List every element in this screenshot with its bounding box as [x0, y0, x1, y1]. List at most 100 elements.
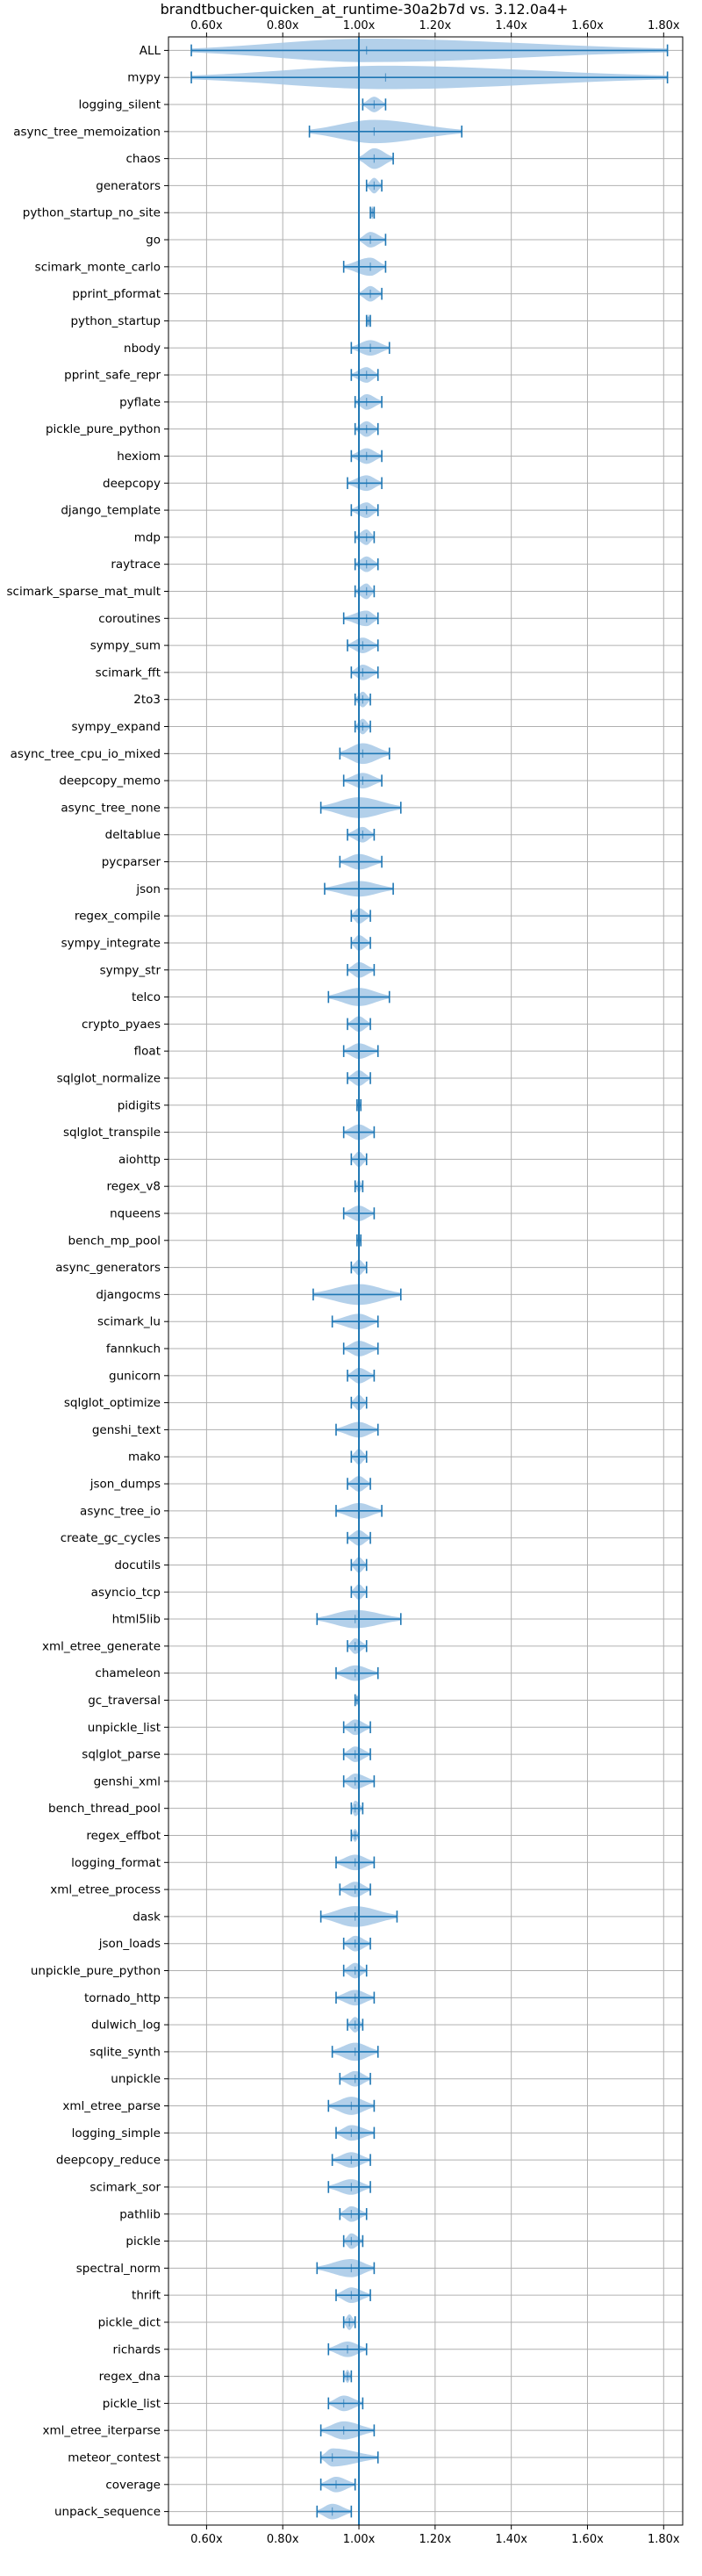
- category-label: chaos: [125, 152, 161, 166]
- category-label: sqlglot_transpile: [63, 1126, 161, 1140]
- category-label: sqlglot_optimize: [64, 1396, 161, 1410]
- category-label: json_dumps: [90, 1478, 161, 1492]
- category-label: dulwich_log: [91, 2018, 161, 2033]
- category-label: crypto_pyaes: [82, 1018, 161, 1032]
- category-label: regex_effbot: [86, 1829, 161, 1843]
- axis-layer: 0.60x 0.60x 0.80x 0.80x 1.00x 1.00x 1.20x 1.20x…: [7, 19, 684, 2546]
- x-tick-label-top: 1.60x: [571, 19, 604, 32]
- chart-title: brandtbucher-quicken_at_runtime-30a2b7d …: [161, 1, 569, 18]
- category-label: async_tree_cpu_io_mixed: [11, 747, 161, 761]
- category-label: fannkuch: [106, 1342, 161, 1356]
- category-label: scimark_sor: [90, 2180, 161, 2194]
- category-label: docutils: [114, 1558, 161, 1572]
- category-label: sympy_sum: [90, 639, 161, 653]
- category-label: logging_format: [71, 1856, 161, 1870]
- category-label: logging_simple: [72, 2126, 161, 2141]
- category-label: html5lib: [112, 1613, 161, 1627]
- category-label: raytrace: [111, 558, 161, 572]
- category-label: python_startup: [70, 314, 161, 328]
- category-label: dask: [133, 1910, 161, 1924]
- category-label: pickle: [125, 2234, 161, 2249]
- category-label: scimark_monte_carlo: [35, 260, 161, 274]
- category-label: deepcopy: [103, 477, 161, 491]
- x-tick-label-bottom: 1.20x: [419, 2533, 452, 2546]
- category-label: genshi_text: [92, 1423, 161, 1437]
- category-label: xml_etree_generate: [42, 1639, 161, 1653]
- x-tick-label-top: 1.80x: [648, 19, 680, 32]
- category-label: unpickle: [111, 2072, 161, 2086]
- violin-layer: [190, 37, 669, 2525]
- x-tick-label-bottom: 1.00x: [343, 2533, 376, 2546]
- category-label: generators: [96, 179, 161, 193]
- category-label: logging_silent: [79, 98, 161, 112]
- category-label: chameleon: [95, 1666, 161, 1680]
- category-label: pickle_list: [103, 2397, 161, 2411]
- category-label: go: [146, 234, 161, 248]
- category-label: regex_v8: [106, 1180, 161, 1194]
- x-tick-label-top: 1.00x: [343, 19, 376, 32]
- category-label: nbody: [124, 342, 161, 356]
- category-label: python_startup_no_site: [23, 206, 161, 220]
- category-label: pyflate: [119, 395, 161, 409]
- category-label: 2to3: [133, 693, 161, 707]
- category-label: async_generators: [55, 1261, 161, 1275]
- category-label: aiohttp: [118, 1153, 161, 1167]
- category-label: coverage: [105, 2478, 161, 2492]
- category-label: async_tree_memoization: [13, 125, 161, 139]
- category-label: coroutines: [98, 612, 161, 626]
- category-label: regex_dna: [99, 2370, 161, 2384]
- category-label: json: [135, 882, 161, 896]
- category-label: pathlib: [119, 2207, 161, 2221]
- category-label: bench_mp_pool: [68, 1234, 161, 1248]
- category-label: deepcopy_reduce: [56, 2154, 161, 2168]
- category-label: pprint_safe_repr: [64, 369, 161, 383]
- category-label: genshi_xml: [94, 1774, 161, 1788]
- x-tick-label-bottom: 1.80x: [648, 2533, 680, 2546]
- x-tick-label-top: 1.20x: [419, 19, 452, 32]
- category-label: sympy_str: [100, 963, 161, 977]
- category-label: gc_traversal: [88, 1694, 161, 1708]
- category-label: spectral_norm: [76, 2262, 161, 2276]
- category-label: unpickle_pure_python: [31, 1964, 161, 1978]
- category-label: scimark_sparse_mat_mult: [7, 585, 161, 599]
- category-label: json_loads: [98, 1937, 161, 1951]
- category-label: regex_compile: [75, 910, 161, 924]
- x-tick-label-bottom: 0.80x: [267, 2533, 299, 2546]
- x-tick-label-bottom: 1.60x: [571, 2533, 604, 2546]
- category-label: pidigits: [118, 1098, 161, 1112]
- x-tick-label-top: 0.80x: [267, 19, 299, 32]
- category-label: ALL: [140, 44, 161, 58]
- x-tick-label-top: 1.40x: [495, 19, 527, 32]
- category-label: scimark_fft: [96, 666, 161, 680]
- category-label: telco: [132, 990, 161, 1004]
- category-label: sqlglot_normalize: [57, 1071, 161, 1085]
- category-label: deltablue: [105, 828, 161, 842]
- category-label: meteor_contest: [68, 2450, 161, 2464]
- category-label: float: [134, 1045, 161, 1059]
- category-label: mypy: [127, 71, 161, 85]
- category-label: richards: [113, 2342, 161, 2357]
- x-tick-label-top: 0.60x: [190, 19, 223, 32]
- category-label: unpickle_list: [88, 1721, 161, 1735]
- category-label: hexiom: [117, 450, 161, 464]
- category-label: xml_etree_process: [50, 1883, 161, 1897]
- category-label: deepcopy_memo: [59, 774, 161, 788]
- category-label: unpack_sequence: [54, 2505, 161, 2519]
- x-tick-label-bottom: 0.60x: [190, 2533, 223, 2546]
- category-label: async_tree_io: [80, 1504, 161, 1518]
- category-label: xml_etree_iterparse: [43, 2424, 161, 2438]
- category-label: asyncio_tcp: [91, 1586, 161, 1600]
- category-label: sympy_expand: [71, 720, 161, 734]
- plot-frame: [168, 36, 684, 2526]
- category-label: gunicorn: [109, 1369, 161, 1383]
- category-label: sqlglot_parse: [82, 1748, 161, 1762]
- x-tick-label-bottom: 1.40x: [495, 2533, 527, 2546]
- category-label: thrift: [132, 2289, 161, 2303]
- category-label: pickle_dict: [98, 2315, 161, 2329]
- category-label: django_template: [61, 504, 161, 518]
- category-label: scimark_lu: [97, 1315, 161, 1329]
- category-label: mdp: [134, 530, 161, 544]
- category-label: nqueens: [110, 1206, 161, 1220]
